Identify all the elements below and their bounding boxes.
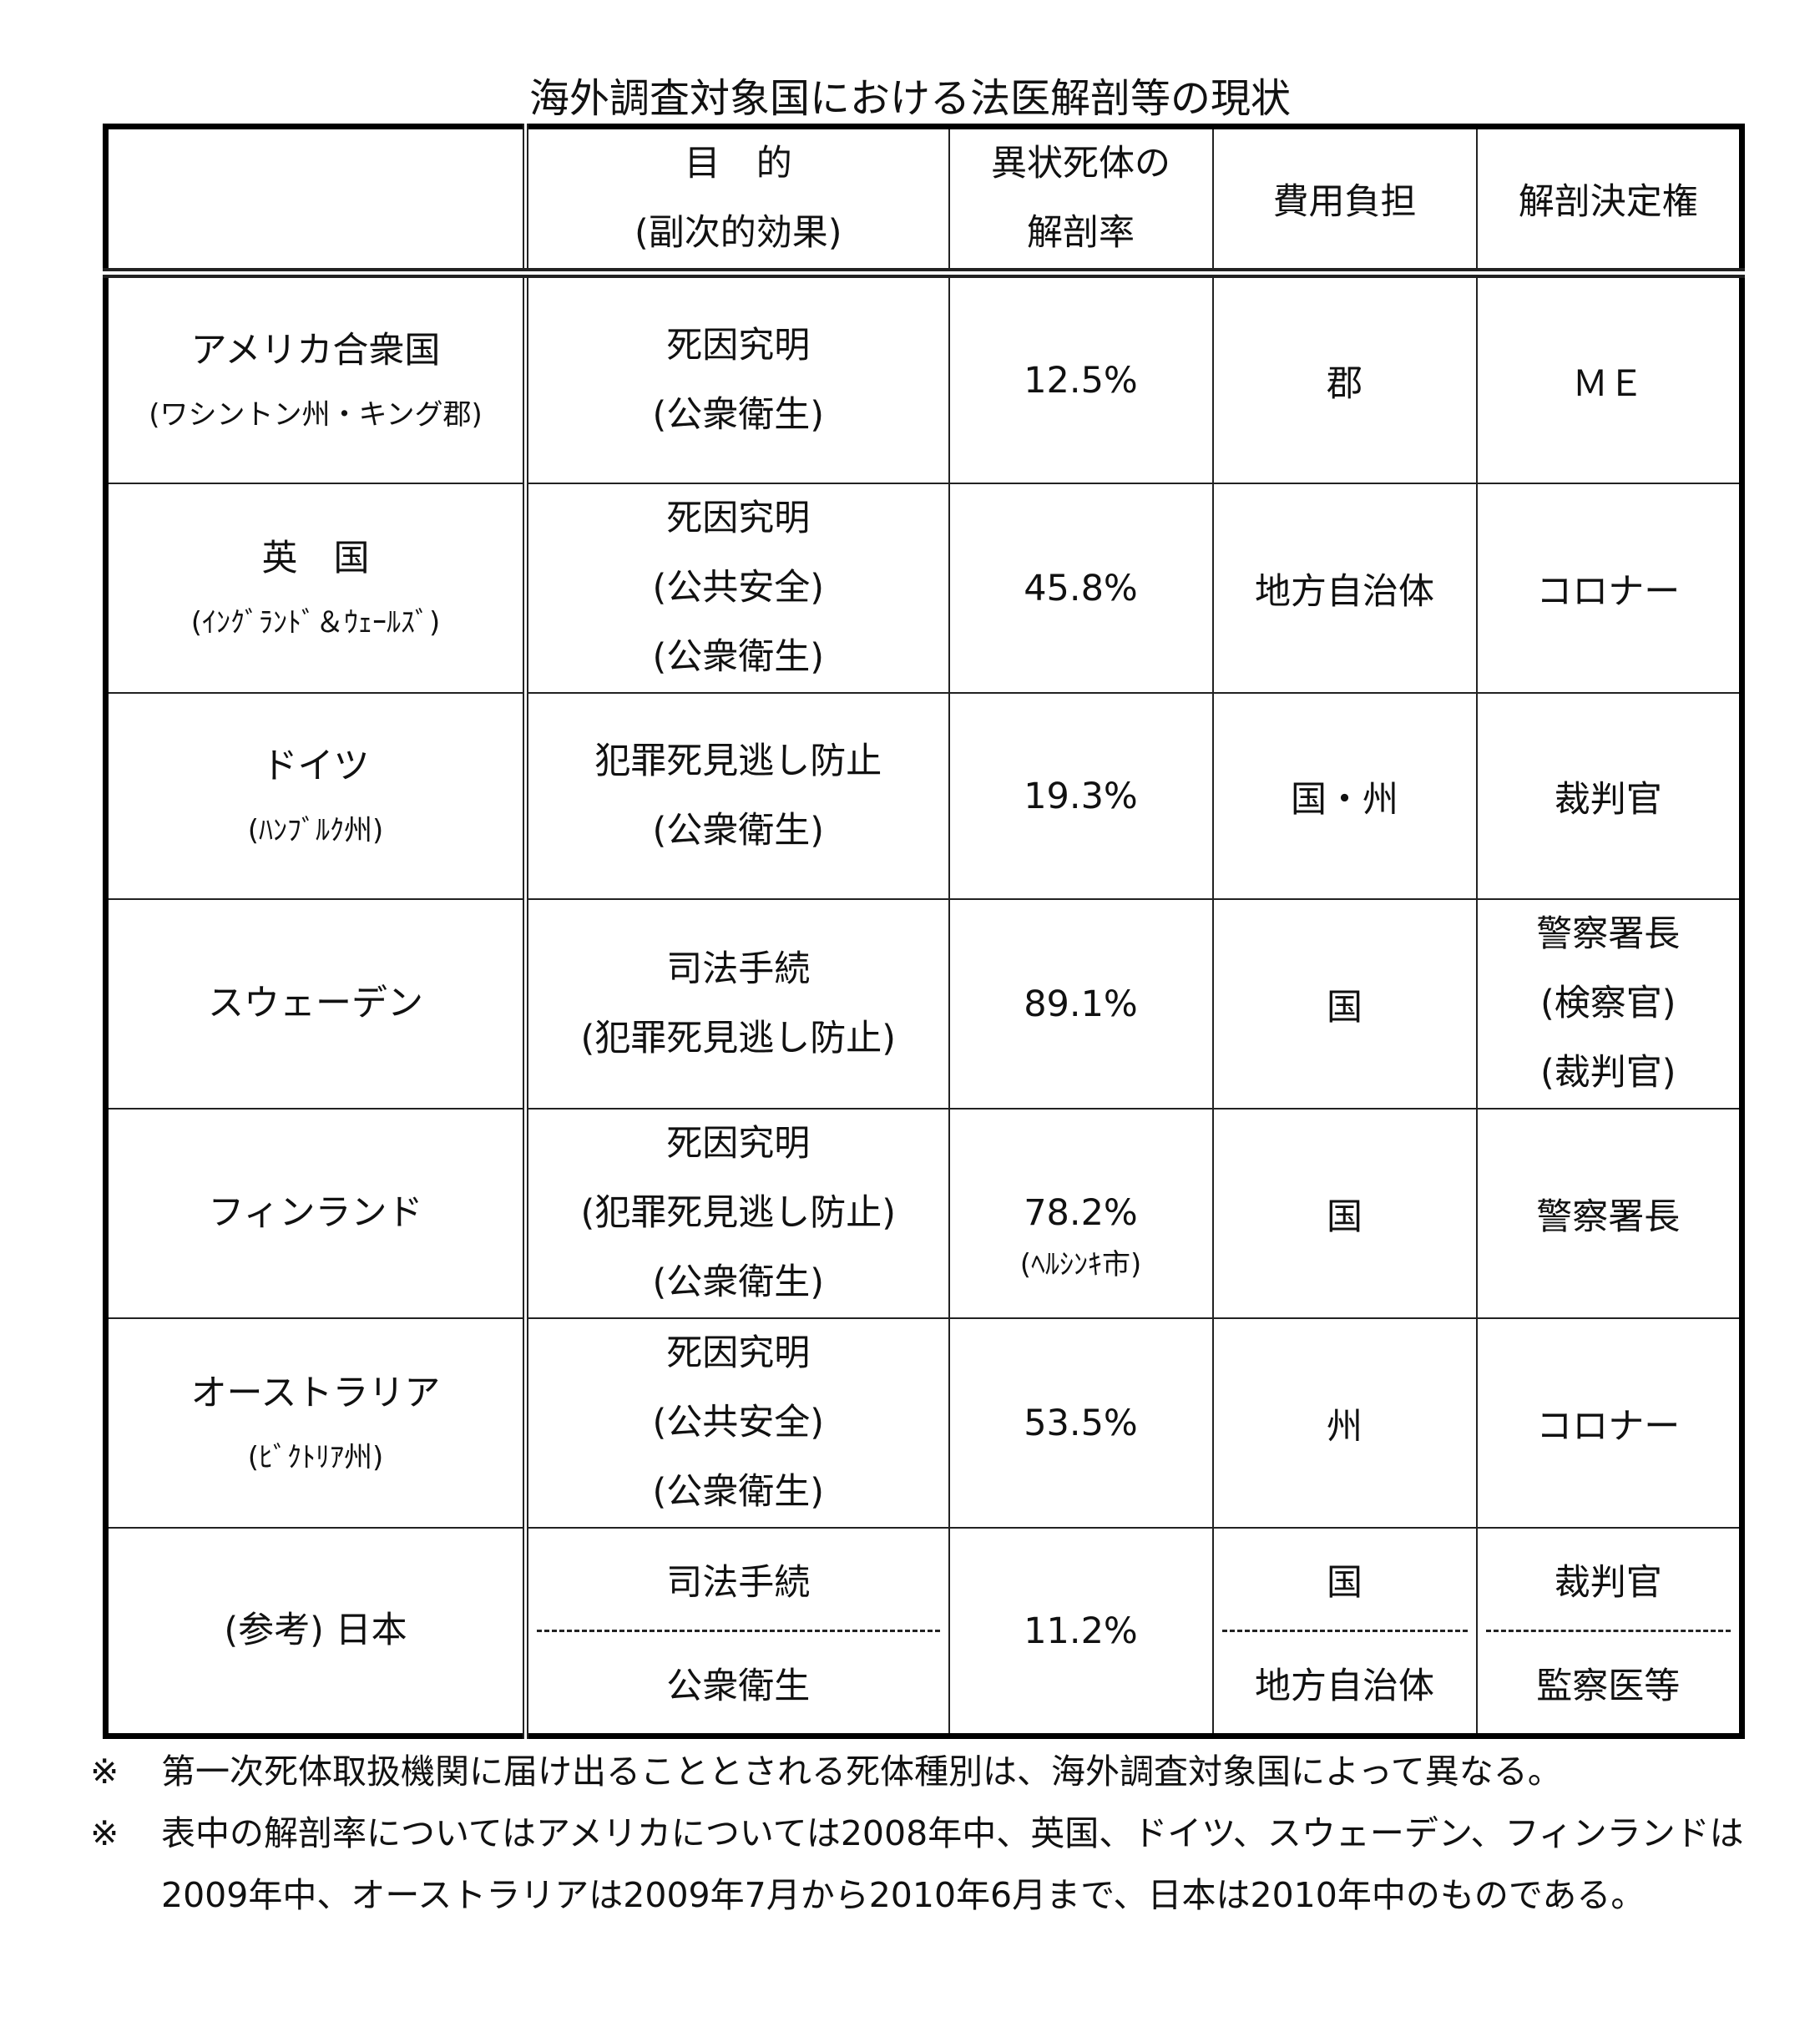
authority-cell: 警察署長 (検察官) (裁判官) [1475, 898, 1743, 1110]
header-purpose-main: 目 的 [684, 143, 792, 185]
cost-cell: 州 [1211, 1317, 1478, 1529]
authority-line: 裁判官 [1485, 1529, 1731, 1632]
purpose-line: (公衆衛生) [652, 1261, 825, 1303]
purpose-cell: 犯罪死見逃し防止 (公衆衛生) [524, 692, 950, 900]
table-row: フィンランド 死因究明 (犯罪死見逃し防止) (公衆衛生) 78.2% (ﾍﾙｼﾝｷ市… [104, 1108, 1743, 1319]
purpose-line: (公共安全) [652, 567, 825, 609]
reference-mark: ※ [90, 1752, 119, 1792]
country-region: (ﾊﾝﾌﾞﾙｸ州) [247, 814, 384, 847]
table-row: (参考) 日本 司法手続公衆衛生 11.2% 国地方自治体 裁判官監察医等 [104, 1527, 1743, 1737]
purpose-line: 司法手続 [537, 1529, 940, 1632]
country-region: (ﾋﾞｸﾄﾘｱ州) [247, 1441, 384, 1474]
country-name: オーストラリア [190, 1372, 441, 1414]
cost-cell: 国 [1211, 1108, 1478, 1319]
country-region: (ｲﾝｸﾞﾗﾝﾄﾞ＆ｳｪｰﾙｽﾞ) [190, 606, 441, 639]
purpose-line: 司法手続 [666, 948, 811, 990]
authority-cell: ＭＥ [1475, 272, 1743, 484]
authority-cell: 裁判官 監察医等 [1475, 1527, 1743, 1737]
purpose-cell: 死因究明 (公共安全) (公衆衛生) [524, 1317, 950, 1529]
authority-line: 警察署長 [1536, 913, 1681, 955]
cost-line: 地方自治体 [1255, 1665, 1434, 1707]
cost-line: 国 [1221, 1529, 1468, 1632]
header-purpose: 目 的 (副次的効果) [524, 125, 950, 278]
footnotes: ※ 第一次死体取扱機関に届け出ることとされる死体種別は、海外調査対象国によって異な… [90, 1741, 1752, 1926]
cost-cell: 郡 [1211, 272, 1478, 484]
autopsy-table: 目 的 (副次的効果) 異状死体の解剖率 費用負担 解剖決定権 アメリカ合衆国 (ワ… [103, 124, 1745, 1739]
cost-cell: 国・州 [1211, 692, 1478, 900]
rate-cell: 78.2% (ﾍﾙｼﾝｷ市) [948, 1108, 1214, 1319]
table-row: スウェーデン 司法手続 (犯罪死見逃し防止) 89.1% 国 警察署長 (検察官) (… [104, 898, 1743, 1110]
purpose-cell: 司法手続 (犯罪死見逃し防止) [524, 898, 950, 1110]
purpose-line: 犯罪死見逃し防止 [594, 740, 882, 782]
purpose-line: 公衆衛生 [666, 1665, 811, 1707]
rate-cell: 89.1% [948, 898, 1214, 1110]
authority-line: (裁判官) [1539, 1052, 1676, 1094]
purpose-line: (公共安全) [652, 1402, 825, 1443]
authority-cell: コロナー [1475, 1317, 1743, 1529]
header-authority: 解剖決定権 [1475, 125, 1743, 278]
country-cell: (参考) 日本 [104, 1527, 528, 1737]
footnote: ※ 第一次死体取扱機関に届け出ることとされる死体種別は、海外調査対象国によって異な… [90, 1741, 1752, 1802]
cost-cell: 国 [1211, 898, 1478, 1110]
country-cell: 英 国 (ｲﾝｸﾞﾗﾝﾄﾞ＆ｳｪｰﾙｽﾞ) [104, 483, 528, 694]
country-region: (ワシントン州・キング郡) [149, 398, 483, 432]
country-cell: アメリカ合衆国 (ワシントン州・キング郡) [104, 272, 528, 484]
rate-note: (ﾍﾙｼﾝｷ市) [1019, 1248, 1142, 1281]
header-rate-line2: 解剖率 [1027, 212, 1135, 254]
purpose-line: 死因究明 [666, 324, 811, 366]
purpose-line: (公衆衛生) [652, 636, 825, 678]
country-name: スウェーデン [208, 983, 423, 1024]
authority-line: (検察官) [1539, 983, 1676, 1024]
purpose-cell: 司法手続 公衆衛生 [524, 1527, 950, 1737]
table-row: 英 国 (ｲﾝｸﾞﾗﾝﾄﾞ＆ｳｪｰﾙｽﾞ) 死因究明 (公共安全) (公衆衛生) 45… [104, 483, 1743, 694]
rate-cell: 19.3% [948, 692, 1214, 900]
header-cost: 費用負担 [1211, 125, 1478, 278]
rate-cell: 12.5% [948, 272, 1214, 484]
purpose-line: (公衆衛生) [652, 1471, 825, 1513]
table-row: オーストラリア (ﾋﾞｸﾄﾘｱ州) 死因究明 (公共安全) (公衆衛生) 53.5% … [104, 1317, 1743, 1529]
country-name: フィンランド [208, 1192, 423, 1234]
reference-mark: ※ [90, 1813, 119, 1853]
page-title: 海外調査対象国における法医解剖等の現状 [528, 75, 1291, 122]
country-name: アメリカ合衆国 [190, 330, 441, 372]
footnote-text: 表中の解剖率についてはアメリカについては2008年中、英国、ドイツ、スウェーデン… [161, 1813, 1744, 1915]
cost-cell: 国地方自治体 [1211, 1527, 1478, 1737]
country-name: 英 国 [261, 538, 370, 579]
country-name: (参考) 日本 [224, 1610, 407, 1651]
purpose-line: 死因究明 [666, 1123, 811, 1165]
rate-cell: 53.5% [948, 1317, 1214, 1529]
header-purpose-sub: (副次的効果) [634, 212, 842, 254]
table-row: ドイツ (ﾊﾝﾌﾞﾙｸ州) 犯罪死見逃し防止 (公衆衛生) 19.3% 国・州 裁判… [104, 692, 1743, 900]
purpose-cell: 死因究明 (公衆衛生) [524, 272, 950, 484]
authority-cell: 警察署長 [1475, 1108, 1743, 1319]
purpose-line: (犯罪死見逃し防止) [580, 1017, 897, 1059]
header-row: 目 的 (副次的効果) 異状死体の解剖率 費用負担 解剖決定権 [104, 125, 1743, 278]
rate-value: 78.2% [1024, 1192, 1138, 1234]
purpose-cell: 死因究明 (公共安全) (公衆衛生) [524, 483, 950, 694]
cost-cell: 地方自治体 [1211, 483, 1478, 694]
header-rate: 異状死体の 解剖率 [948, 125, 1214, 278]
country-cell: ドイツ (ﾊﾝﾌﾞﾙｸ州) [104, 692, 528, 900]
country-cell: オーストラリア (ﾋﾞｸﾄﾘｱ州) [104, 1317, 528, 1529]
authority-cell: コロナー [1475, 483, 1743, 694]
country-name: ドイツ [261, 746, 370, 787]
authority-cell: 裁判官 [1475, 692, 1743, 900]
authority-line: 監察医等 [1536, 1665, 1681, 1707]
footnote: ※ 表中の解剖率についてはアメリカについては2008年中、英国、ドイツ、スウェーデ… [90, 1802, 1752, 1926]
country-cell: フィンランド [104, 1108, 528, 1319]
purpose-line: 死因究明 [666, 1332, 811, 1374]
rate-cell: 11.2% [948, 1527, 1214, 1737]
table-row: アメリカ合衆国 (ワシントン州・キング郡) 死因究明 (公衆衛生) 12.5% 郡 … [104, 272, 1743, 484]
header-rate-line1: 異状死体の [991, 143, 1170, 185]
purpose-cell: 死因究明 (犯罪死見逃し防止) (公衆衛生) [524, 1108, 950, 1319]
footnote-text: 第一次死体取扱機関に届け出ることとされる死体種別は、海外調査対象国によって異なる… [161, 1752, 1562, 1792]
country-cell: スウェーデン [104, 898, 528, 1110]
purpose-line: (公衆衛生) [652, 393, 825, 436]
purpose-line: (犯罪死見逃し防止) [580, 1192, 897, 1234]
purpose-line: 死因究明 [666, 498, 811, 539]
purpose-line: (公衆衛生) [652, 809, 825, 852]
rate-cell: 45.8% [948, 483, 1214, 694]
header-country [104, 125, 528, 278]
